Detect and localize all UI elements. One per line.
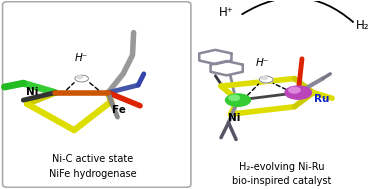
Circle shape [226,94,250,106]
Text: NiFe hydrogenase: NiFe hydrogenase [49,169,137,179]
FancyArrowPatch shape [242,0,353,22]
Circle shape [75,75,88,82]
Circle shape [229,95,240,101]
Text: H₂-evolving Ni-Ru: H₂-evolving Ni-Ru [239,162,324,172]
Text: H⁺: H⁺ [219,6,234,19]
Text: bio-inspired catalyst: bio-inspired catalyst [232,176,331,186]
Circle shape [289,87,300,93]
Circle shape [259,76,273,83]
Text: Ni: Ni [228,113,240,123]
Text: H⁻: H⁻ [256,58,269,68]
Text: H⁻: H⁻ [75,53,88,63]
Text: H₂: H₂ [355,19,369,32]
Circle shape [261,77,267,80]
Circle shape [77,76,83,79]
Text: Ni-C active state: Ni-C active state [52,154,133,164]
Text: Fe: Fe [112,105,125,115]
Text: Ni: Ni [26,87,38,97]
FancyBboxPatch shape [3,2,191,187]
Circle shape [285,86,311,99]
Text: Ru: Ru [314,94,329,104]
